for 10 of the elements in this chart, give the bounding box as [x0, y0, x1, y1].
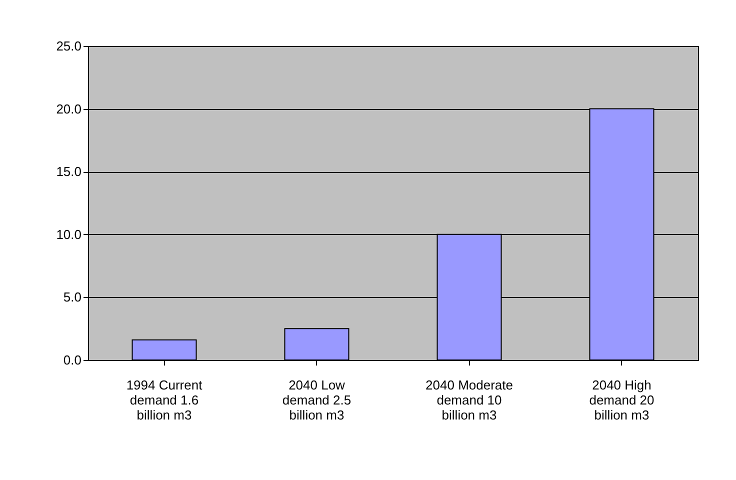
y-tick-label: 15.0 — [56, 164, 82, 180]
x-tick-label: 2040 Low demand 2.5 billion m3 — [282, 378, 352, 422]
y-tick-label: 20.0 — [56, 101, 82, 116]
x-tick-label: 2040 High demand 20 billion m3 — [589, 378, 654, 422]
x-tick-label: 1994 Current demand 1.6 billion m3 — [126, 378, 203, 422]
x-tick-label: 2040 Moderate demand 10 billion m3 — [426, 378, 513, 422]
y-tick-label: 5.0 — [63, 290, 82, 305]
y-tick-label: 0.0 — [63, 352, 82, 368]
y-tick-label: 10.0 — [56, 226, 82, 242]
y-tick-label: 25.0 — [56, 38, 82, 54]
